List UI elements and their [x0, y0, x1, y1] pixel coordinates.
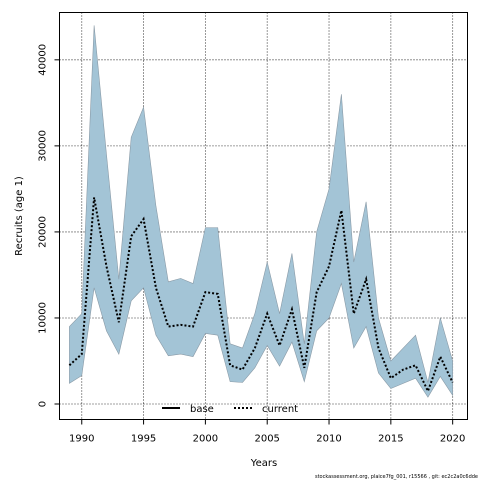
- legend: base current: [162, 404, 298, 415]
- series-line-current: [68, 197, 454, 394]
- footer-text: stockassessment.org, plaice7fg_001, r155…: [315, 474, 478, 480]
- x-tick-label: 2010: [316, 434, 341, 445]
- plot-frame: [59, 12, 468, 420]
- x-tick-label: 2020: [440, 434, 465, 445]
- x-tick-label: 2005: [254, 434, 279, 445]
- series-lines: [68, 197, 454, 394]
- y-axis-title: Recruits (age 1): [14, 176, 25, 256]
- legend-label-base: base: [190, 404, 214, 415]
- x-tick-label: 1990: [69, 434, 94, 445]
- y-tick-label: 20000: [38, 216, 49, 248]
- x-tick-label: 1995: [131, 434, 156, 445]
- x-tick-label: 2000: [193, 434, 218, 445]
- y-tick-label: 30000: [38, 130, 49, 162]
- x-axis: 1990 1995 2000 2005 2010 2015 2020: [69, 419, 465, 445]
- x-axis-title: Years: [250, 458, 277, 469]
- y-tick-label: 10000: [38, 302, 49, 334]
- y-axis: 0 10000 20000 30000 40000: [38, 44, 60, 407]
- y-tick-label: 0: [38, 401, 49, 407]
- y-tick-label: 40000: [38, 44, 49, 76]
- x-tick-label: 2015: [378, 434, 403, 445]
- legend-label-current: current: [262, 404, 298, 415]
